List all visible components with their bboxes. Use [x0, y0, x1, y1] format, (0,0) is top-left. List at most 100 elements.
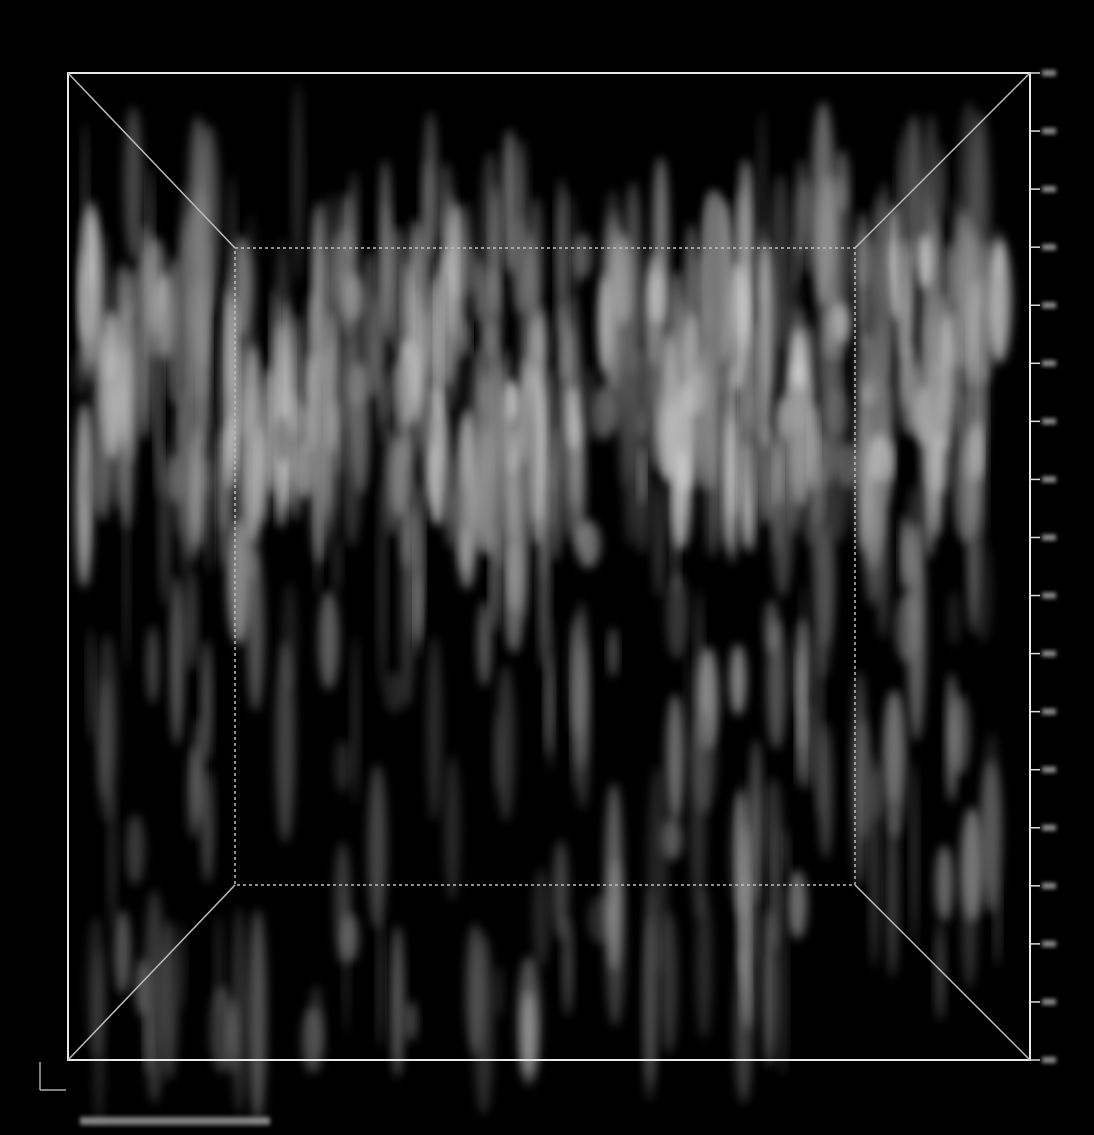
streak: [871, 766, 884, 821]
streak: [788, 870, 807, 938]
streak: [491, 185, 500, 318]
streak: [384, 671, 405, 713]
streak: [764, 778, 782, 876]
streak: [962, 855, 977, 989]
streak: [929, 217, 943, 398]
streak: [215, 431, 233, 532]
streak: [497, 665, 515, 822]
caption-blur: [80, 1117, 270, 1125]
streak: [335, 740, 350, 793]
streak: [988, 240, 1011, 363]
streak: [444, 755, 460, 901]
streak: [144, 302, 165, 357]
streak: [180, 183, 193, 385]
streak: [533, 868, 550, 969]
streak: [796, 159, 807, 253]
streak: [193, 717, 204, 823]
streak: [124, 461, 130, 670]
streak: [666, 573, 688, 660]
streak: [693, 712, 716, 814]
streak: [653, 157, 669, 325]
streak: [742, 874, 756, 1032]
streak: [749, 352, 759, 470]
tick-label-blur: [1042, 70, 1056, 76]
streak: [798, 408, 821, 547]
streak: [108, 788, 117, 930]
streak: [276, 640, 295, 843]
streak: [686, 651, 692, 763]
streak: [605, 783, 622, 972]
streak: [868, 264, 892, 381]
streak: [784, 828, 790, 879]
streak: [765, 864, 782, 948]
streak: [540, 391, 547, 579]
streak: [124, 107, 143, 261]
streak: [348, 364, 367, 407]
streak: [524, 384, 537, 522]
streak: [88, 627, 94, 742]
streak: [583, 366, 598, 443]
streak: [466, 923, 485, 1054]
streak: [955, 213, 965, 366]
streak: [738, 158, 749, 284]
tick-label-blur: [1042, 418, 1056, 424]
streak: [896, 138, 903, 326]
streak: [249, 910, 267, 1122]
streak: [293, 83, 304, 282]
streak: [811, 102, 835, 306]
streak: [391, 925, 404, 1078]
streak: [82, 404, 89, 562]
tick-label-blur: [1042, 709, 1056, 715]
streak: [652, 480, 665, 599]
page: (() => { const data = JSON.parse(documen…: [0, 0, 1094, 1135]
tick-label-blur: [1042, 1057, 1056, 1063]
streak: [779, 918, 787, 1077]
streak: [947, 673, 958, 802]
streak: [696, 887, 712, 1039]
tick-label-blur: [1042, 825, 1056, 831]
streak: [948, 590, 960, 646]
streak: [790, 328, 808, 389]
streak: [380, 374, 387, 445]
streak: [911, 762, 918, 944]
streak: [936, 922, 946, 1021]
streak: [514, 140, 527, 273]
streak: [99, 678, 111, 799]
streak: [623, 420, 637, 547]
streak: [883, 689, 906, 838]
streak: [445, 191, 455, 336]
streak: [407, 508, 420, 641]
streak: [185, 570, 197, 672]
streak: [528, 197, 543, 318]
streak: [426, 444, 440, 505]
streak: [389, 363, 409, 433]
streak: [377, 915, 383, 1047]
tick-label-blur: [1042, 360, 1056, 366]
streak: [405, 1001, 417, 1042]
tick-label-blur: [1042, 534, 1056, 540]
streak: [478, 601, 492, 687]
streak: [917, 233, 931, 289]
tick-label-blur: [1042, 593, 1056, 599]
streak: [609, 628, 618, 678]
streak: [510, 529, 519, 656]
tick-label-blur: [1042, 941, 1056, 947]
streak: [190, 429, 206, 551]
streak: [170, 575, 183, 745]
streak: [730, 644, 746, 715]
streak: [937, 145, 946, 223]
tick-label-blur: [1042, 651, 1056, 657]
streak: [378, 482, 386, 690]
streak: [271, 288, 277, 498]
streak: [929, 371, 949, 437]
streak: [408, 219, 425, 425]
streak: [549, 427, 563, 562]
streak: [228, 999, 238, 1075]
tick-label-blur: [1042, 476, 1056, 482]
streak: [935, 845, 953, 922]
tick-label-blur: [1042, 767, 1056, 773]
streak: [147, 626, 159, 704]
streak: [390, 437, 409, 517]
tick-label-blur: [1042, 244, 1056, 250]
streak: [970, 277, 987, 478]
